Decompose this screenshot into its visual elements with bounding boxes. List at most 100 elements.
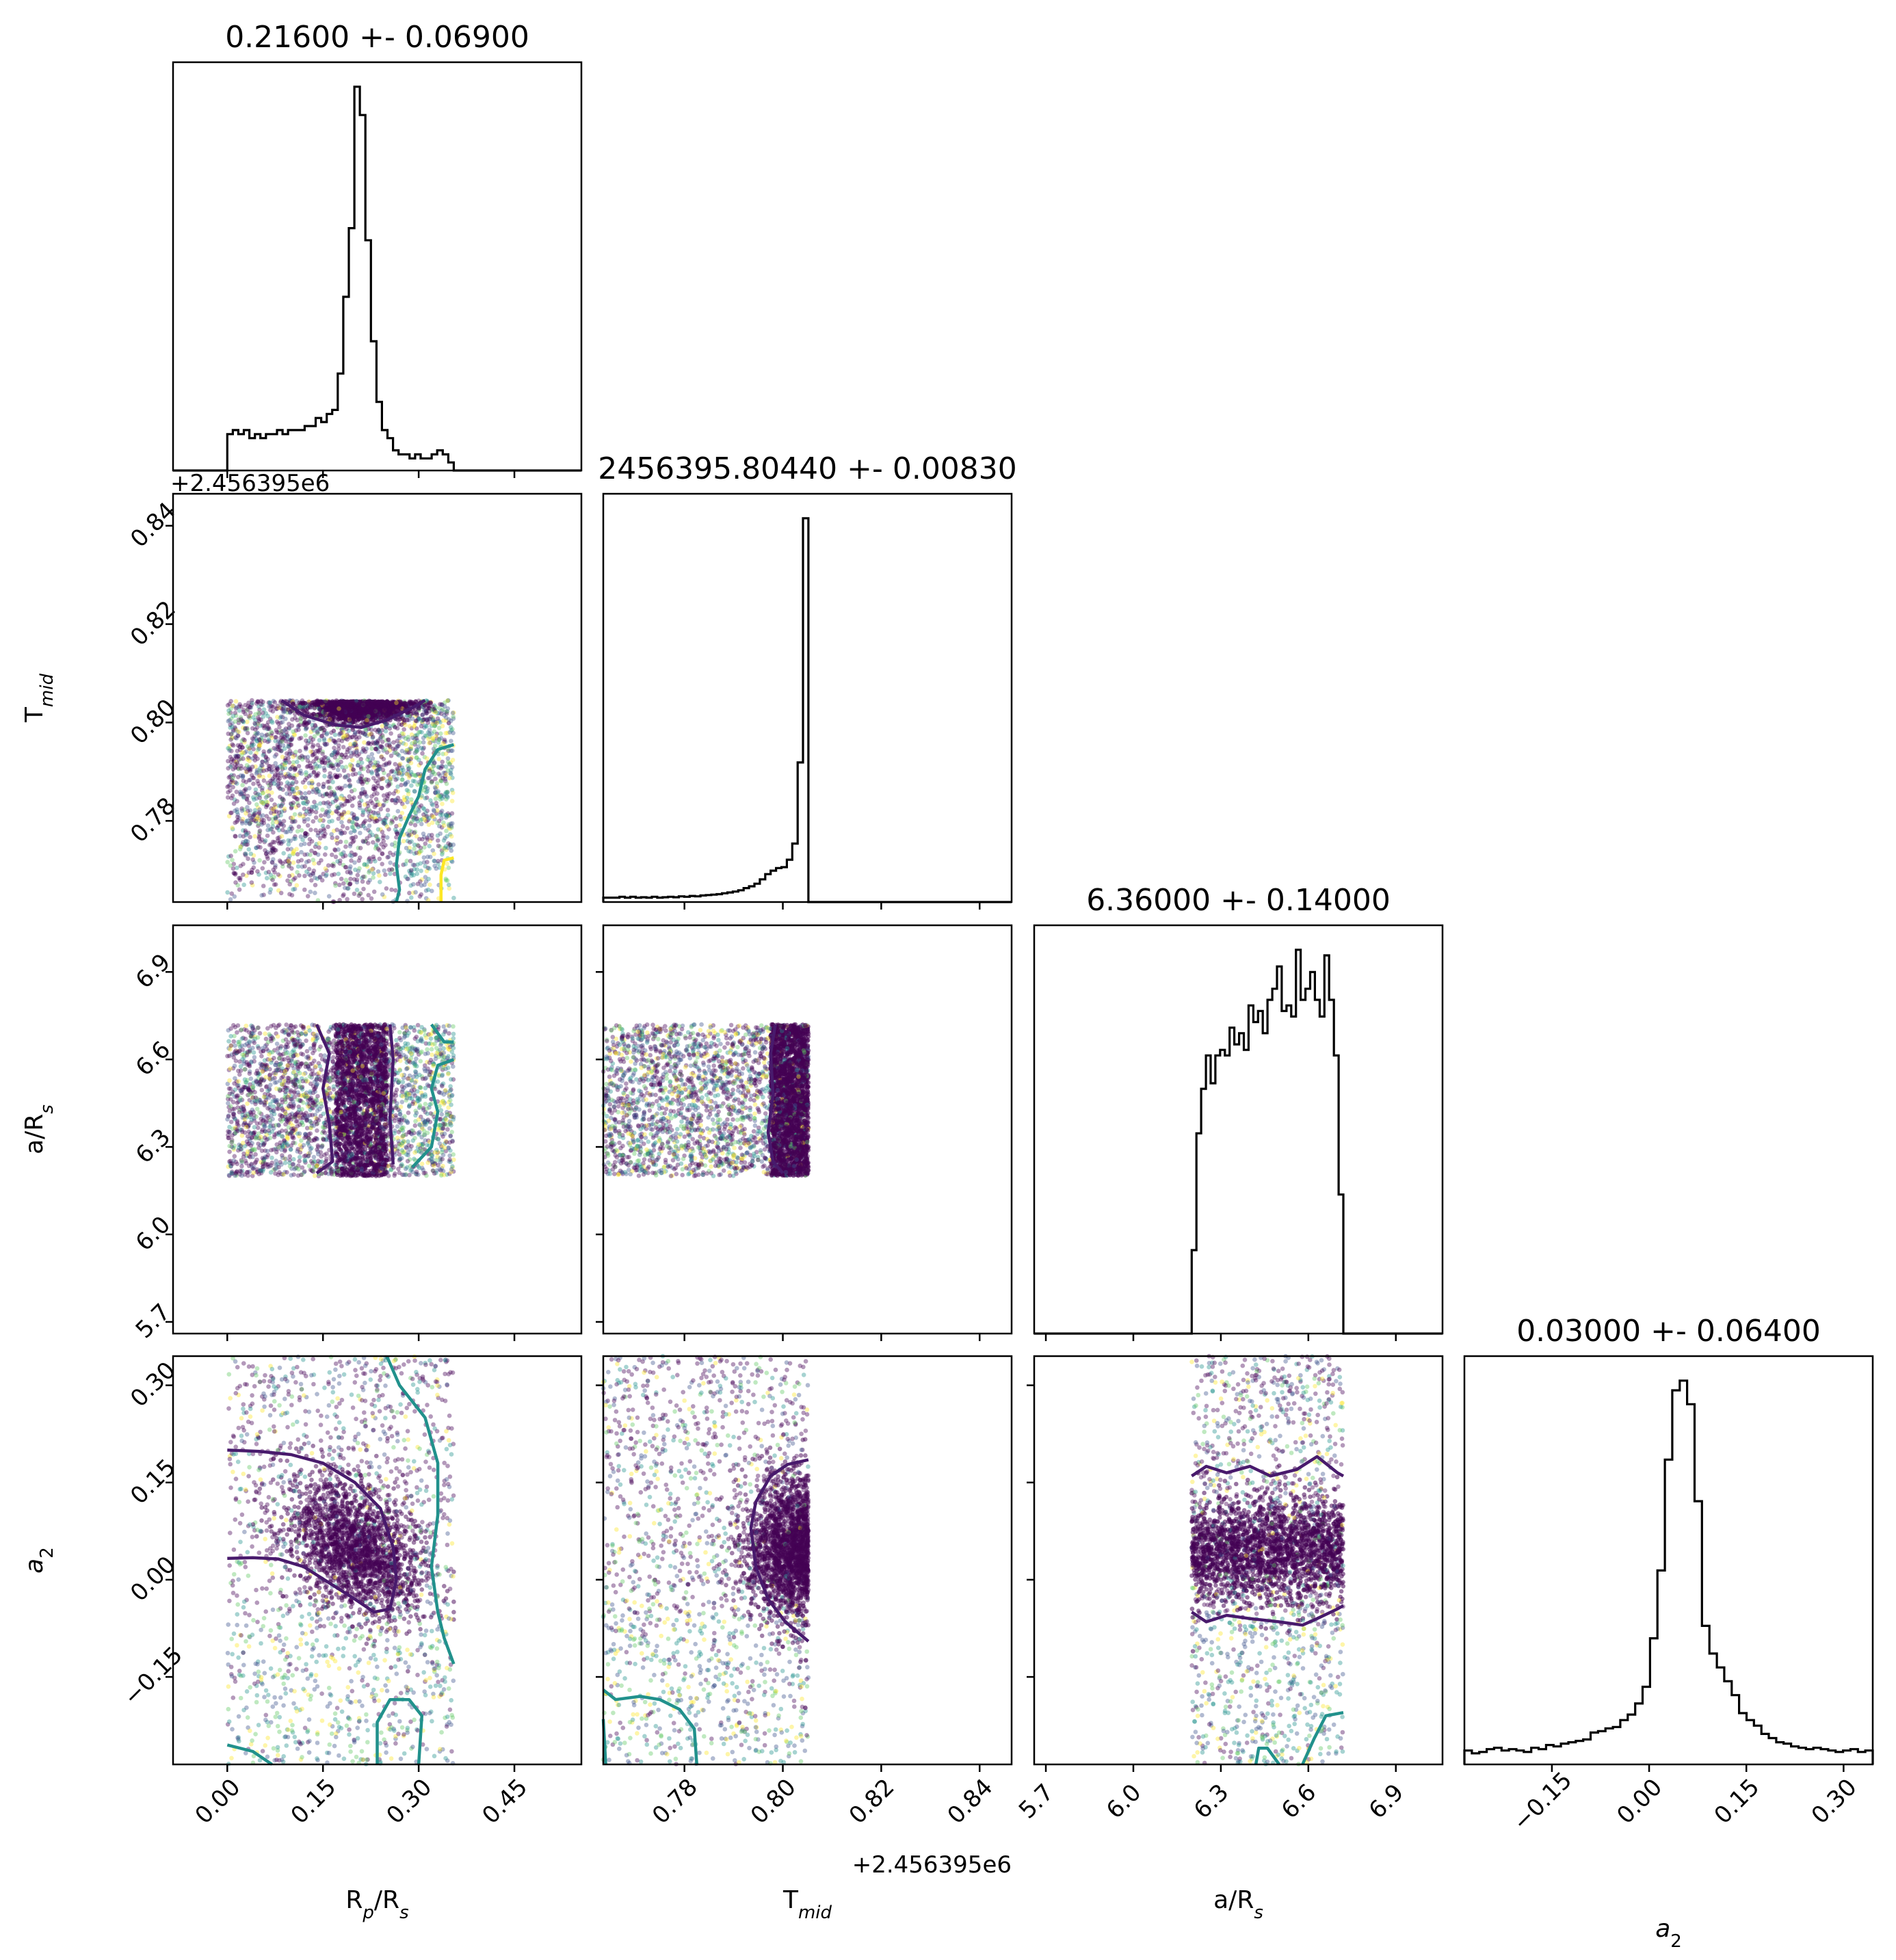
scatter-point	[317, 738, 322, 743]
scatter-point	[238, 845, 243, 849]
scatter-point	[343, 784, 348, 789]
scatter-point	[306, 755, 311, 760]
scatter-point	[416, 843, 421, 848]
scatter-point	[239, 717, 243, 722]
scatter-point	[312, 799, 317, 804]
scatter-point	[413, 740, 418, 745]
scatter-point	[227, 748, 232, 753]
scatter-point	[430, 736, 435, 741]
scatter-point	[394, 824, 399, 829]
scatter-point	[433, 785, 438, 790]
scatter-point	[394, 750, 399, 755]
scatter-point	[366, 841, 371, 846]
scatter-point	[274, 810, 279, 815]
scatter-point	[322, 768, 327, 773]
scatter-point	[445, 782, 449, 786]
scatter-point	[435, 791, 440, 795]
scatter-point	[233, 880, 238, 885]
scatter-point	[438, 773, 443, 778]
scatter-point	[388, 860, 393, 865]
scatter-point	[271, 709, 276, 714]
scatter-point	[272, 875, 276, 879]
scatter-point	[257, 737, 262, 742]
scatter-point	[336, 847, 341, 852]
scatter-point	[393, 778, 398, 782]
scatter-point	[247, 847, 252, 852]
scatter-point	[265, 794, 269, 799]
scatter-point	[326, 780, 330, 784]
scatter-point	[313, 883, 318, 888]
scatter-point	[291, 776, 295, 780]
scatter-point	[302, 819, 307, 824]
scatter-point	[356, 873, 360, 877]
scatter-point	[436, 844, 441, 849]
scatter-point	[406, 1111, 411, 1115]
scatter-point	[434, 866, 439, 871]
scatter-point	[273, 754, 278, 759]
scatter-point	[287, 874, 292, 879]
scatter-point	[327, 819, 332, 824]
scatter-point	[428, 855, 433, 860]
scatter-point	[409, 797, 414, 802]
scatter-point	[337, 732, 342, 737]
scatter-point	[267, 870, 272, 875]
scatter-point	[412, 830, 417, 835]
scatter-point	[366, 778, 371, 782]
scatter-point	[287, 864, 291, 869]
scatter-point	[290, 819, 295, 824]
scatter-point	[336, 806, 341, 810]
scatter-point	[449, 834, 454, 839]
scatter-point	[447, 762, 452, 767]
scatter-point	[352, 767, 356, 772]
scatter-point	[440, 802, 445, 806]
scatter-point	[352, 877, 357, 882]
scatter-point	[352, 892, 357, 897]
scatter-point	[344, 840, 349, 845]
scatter-point	[365, 765, 370, 769]
scatter-point	[237, 1059, 242, 1064]
scatter-point	[259, 763, 264, 768]
scatter-point	[304, 739, 308, 743]
scatter-point	[225, 860, 230, 864]
scatter-point	[432, 851, 436, 856]
scatter-point	[451, 711, 456, 715]
scatter-point	[291, 789, 296, 794]
scatter-point	[401, 797, 406, 802]
scatter-point	[252, 797, 256, 802]
scatter-point	[347, 794, 352, 799]
scatter-point	[395, 789, 400, 794]
scatter-point	[369, 771, 374, 776]
scatter-point	[307, 791, 312, 795]
scatter-point	[345, 750, 350, 754]
scatter-point	[290, 737, 295, 741]
scatter-point	[367, 741, 371, 745]
scatter-point	[324, 706, 328, 711]
scatter-point	[304, 860, 309, 864]
scatter-point	[333, 884, 338, 888]
scatter-point	[422, 856, 427, 860]
scatter-point	[247, 786, 252, 791]
scatter-point	[334, 775, 339, 780]
scatter-point	[271, 840, 276, 845]
scatter-point	[365, 700, 370, 705]
scatter-point	[230, 742, 235, 747]
scatter-point	[230, 825, 235, 830]
scatter-point	[427, 816, 432, 821]
scatter-point	[395, 832, 399, 836]
scatter-point	[361, 887, 366, 892]
scatter-point	[247, 778, 252, 783]
scatter-point	[361, 824, 366, 829]
scatter-point	[344, 865, 349, 870]
scatter-point	[313, 752, 317, 756]
scatter-layer	[225, 698, 1345, 1766]
scatter-point	[371, 784, 376, 789]
scatter-point	[323, 755, 328, 760]
scatter-point	[225, 890, 230, 895]
scatter-point	[371, 871, 376, 876]
scatter-point	[444, 752, 449, 756]
scatter-point	[228, 810, 233, 815]
scatter-point	[419, 869, 423, 873]
scatter-point	[303, 785, 308, 790]
scatter-point	[334, 795, 339, 800]
scatter-point	[447, 883, 451, 888]
